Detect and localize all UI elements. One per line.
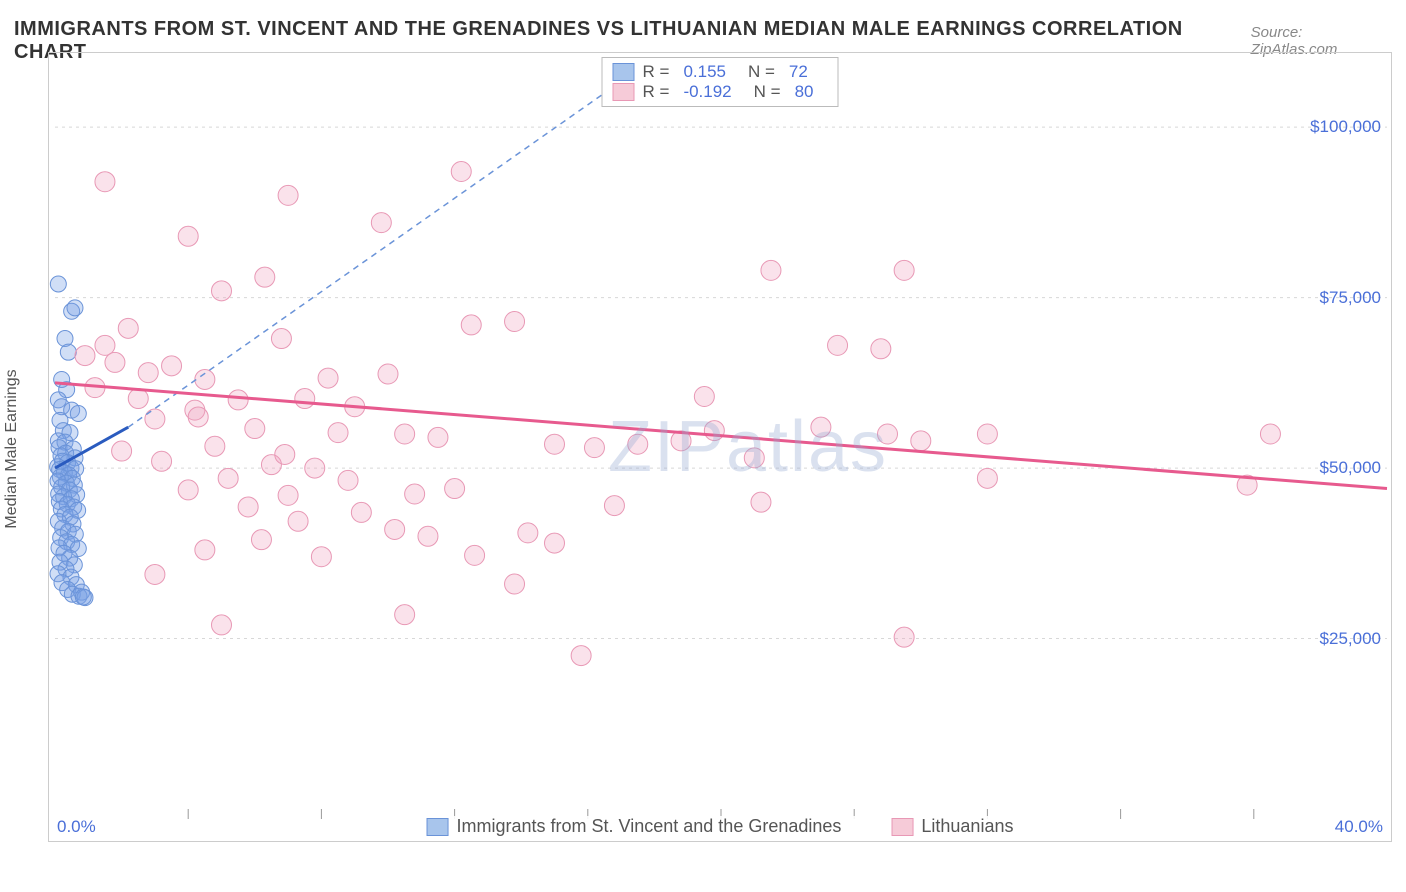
x-tick-label: 40.0% [1335, 817, 1383, 837]
y-tick-label: $100,000 [1310, 117, 1381, 137]
stat-n-0: 72 [789, 62, 808, 82]
top-legend: R = 0.155 N = 72 R = -0.192 N = 80 [602, 57, 839, 107]
chart-svg [49, 53, 1393, 843]
y-tick-label: $25,000 [1320, 629, 1381, 649]
y-axis-label: Median Male Earnings [3, 369, 21, 528]
bottom-legend: Immigrants from St. Vincent and the Gren… [419, 816, 1022, 837]
swatch-series-1-bottom [891, 818, 913, 836]
top-legend-row-1: R = -0.192 N = 80 [613, 82, 828, 102]
stat-r-1: -0.192 [683, 82, 731, 102]
y-tick-label: $75,000 [1320, 288, 1381, 308]
stat-r-label: R = [643, 62, 670, 82]
swatch-series-0-bottom [427, 818, 449, 836]
stat-n-label: N = [754, 82, 781, 102]
stat-n-label: N = [748, 62, 775, 82]
swatch-series-0 [613, 63, 635, 81]
stat-r-label: R = [643, 82, 670, 102]
series-0-name: Immigrants from St. Vincent and the Gren… [457, 816, 842, 837]
bottom-legend-item-1: Lithuanians [891, 816, 1013, 837]
chart-area: ZIPatlas R = 0.155 N = 72 R = -0.192 N =… [48, 52, 1392, 842]
y-tick-label: $50,000 [1320, 458, 1381, 478]
stat-n-1: 80 [795, 82, 814, 102]
top-legend-row-0: R = 0.155 N = 72 [613, 62, 828, 82]
x-tick-label: 0.0% [57, 817, 96, 837]
series-1-name: Lithuanians [921, 816, 1013, 837]
swatch-series-1 [613, 83, 635, 101]
bottom-legend-item-0: Immigrants from St. Vincent and the Gren… [427, 816, 842, 837]
stat-r-0: 0.155 [683, 62, 726, 82]
